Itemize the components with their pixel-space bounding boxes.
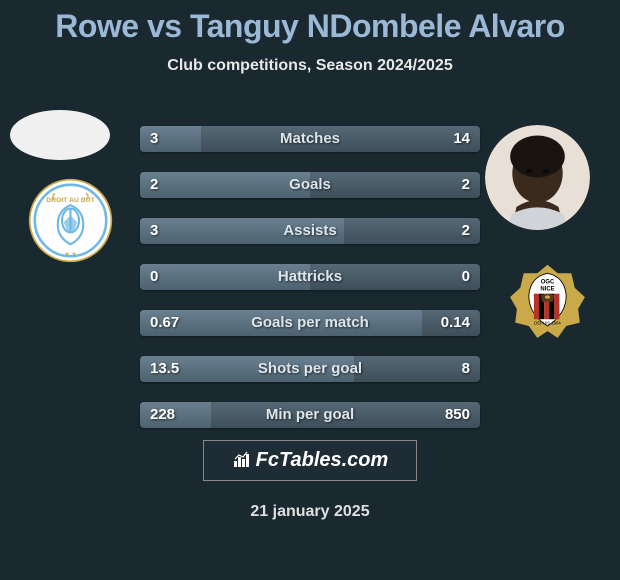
svg-text:DEPUIS 1904: DEPUIS 1904 (534, 320, 561, 325)
svg-text:NICE: NICE (540, 286, 554, 292)
stat-value-right: 8 (462, 356, 470, 382)
stat-label: Goals per match (140, 310, 480, 336)
stat-label: Hattricks (140, 264, 480, 290)
stat-label: Min per goal (140, 402, 480, 428)
brand-logo[interactable]: FcTables.com (203, 440, 418, 481)
club-badge-left: DROIT AU BUT ★ ★ (28, 178, 113, 263)
date-label: 21 january 2025 (0, 503, 620, 521)
club-badge-right: OGC NICE DEPUIS 1904 (505, 258, 590, 343)
stat-row: 2Goals2 (140, 172, 480, 198)
player-avatar-right (485, 125, 590, 230)
stat-label: Goals (140, 172, 480, 198)
page-title: Rowe vs Tanguy NDombele Alvaro (0, 8, 620, 45)
svg-text:OGC: OGC (541, 280, 555, 286)
stat-label: Matches (140, 126, 480, 152)
player-avatar-left (10, 110, 110, 160)
stat-value-right: 0 (462, 264, 470, 290)
stat-value-right: 850 (445, 402, 470, 428)
stat-value-right: 2 (462, 218, 470, 244)
brand-name: FcTables.com (256, 449, 389, 471)
stats-container: 3Matches142Goals23Assists20Hattricks00.6… (140, 126, 480, 448)
stat-row: 0.67Goals per match0.14 (140, 310, 480, 336)
page-subtitle: Club competitions, Season 2024/2025 (0, 57, 620, 75)
stat-row: 0Hattricks0 (140, 264, 480, 290)
stat-value-right: 0.14 (441, 310, 470, 336)
chart-icon (232, 451, 252, 472)
stat-row: 3Assists2 (140, 218, 480, 244)
stat-row: 13.5Shots per goal8 (140, 356, 480, 382)
stat-value-right: 14 (453, 126, 470, 152)
stat-label: Assists (140, 218, 480, 244)
stat-value-right: 2 (462, 172, 470, 198)
stat-row: 3Matches14 (140, 126, 480, 152)
stat-label: Shots per goal (140, 356, 480, 382)
stat-row: 228Min per goal850 (140, 402, 480, 428)
svg-text:★ ★: ★ ★ (64, 251, 76, 258)
